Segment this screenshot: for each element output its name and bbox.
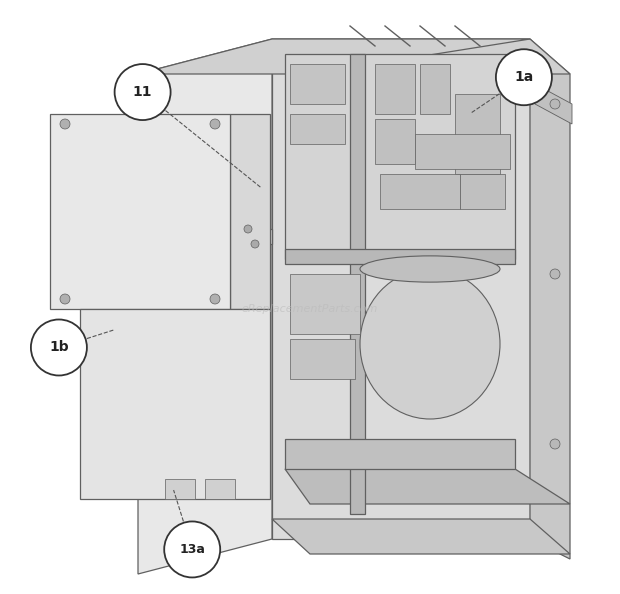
Polygon shape: [138, 39, 272, 574]
Polygon shape: [272, 39, 570, 74]
Polygon shape: [380, 174, 460, 209]
Text: 1a: 1a: [514, 70, 534, 84]
Circle shape: [244, 225, 252, 233]
Text: eReplacementParts.com: eReplacementParts.com: [242, 304, 378, 314]
Polygon shape: [165, 479, 195, 499]
Polygon shape: [230, 229, 272, 244]
Circle shape: [550, 269, 560, 279]
Circle shape: [164, 522, 220, 577]
Polygon shape: [290, 114, 345, 144]
Polygon shape: [415, 134, 510, 169]
Circle shape: [496, 49, 552, 105]
Polygon shape: [455, 94, 500, 174]
Polygon shape: [50, 114, 230, 309]
Text: 1b: 1b: [49, 340, 69, 355]
Polygon shape: [350, 54, 365, 514]
Polygon shape: [535, 84, 572, 124]
Polygon shape: [290, 274, 360, 334]
Polygon shape: [138, 39, 530, 74]
Polygon shape: [460, 174, 505, 209]
Circle shape: [210, 294, 220, 304]
Polygon shape: [530, 39, 570, 559]
Polygon shape: [272, 519, 570, 554]
Text: 11: 11: [133, 85, 153, 99]
Polygon shape: [285, 249, 515, 264]
Polygon shape: [290, 339, 355, 379]
Text: 13a: 13a: [179, 543, 205, 556]
Circle shape: [31, 320, 87, 375]
Polygon shape: [375, 64, 415, 114]
Circle shape: [60, 119, 70, 129]
Circle shape: [550, 99, 560, 109]
Polygon shape: [375, 119, 415, 164]
Polygon shape: [272, 39, 530, 539]
Polygon shape: [205, 479, 235, 499]
Circle shape: [210, 119, 220, 129]
Polygon shape: [230, 114, 270, 309]
Ellipse shape: [360, 256, 500, 282]
Circle shape: [251, 240, 259, 248]
Circle shape: [550, 439, 560, 449]
Polygon shape: [285, 469, 570, 504]
Polygon shape: [420, 64, 450, 114]
Circle shape: [60, 294, 70, 304]
Polygon shape: [285, 54, 515, 259]
Polygon shape: [285, 439, 515, 469]
Polygon shape: [80, 309, 270, 499]
Ellipse shape: [360, 269, 500, 419]
Polygon shape: [290, 64, 345, 104]
Circle shape: [115, 64, 171, 120]
